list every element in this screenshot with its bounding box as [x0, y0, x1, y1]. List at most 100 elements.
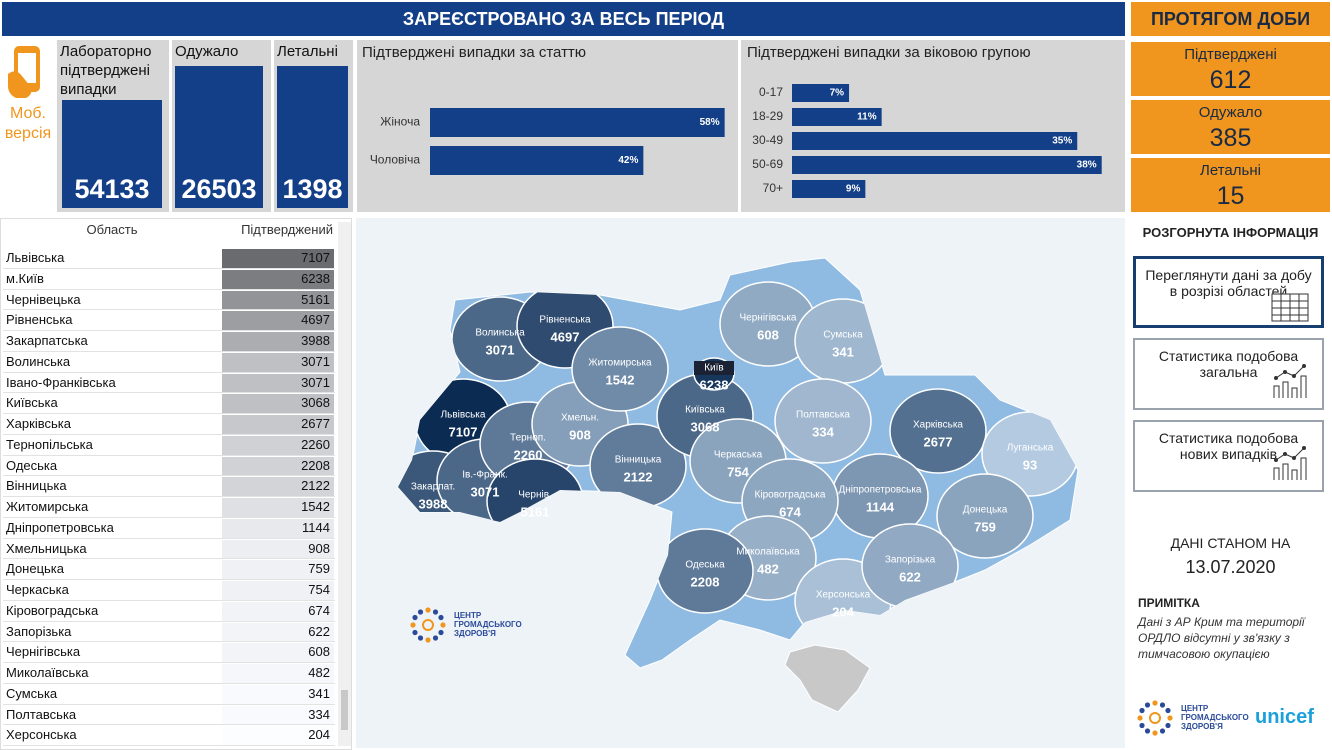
table-row: [3, 705, 335, 726]
region-value: 7107: [449, 424, 478, 439]
region-name: Київська: [685, 405, 725, 416]
category-label: 50-69: [752, 157, 783, 171]
table-row: [3, 310, 335, 331]
link-button[interactable]: Статистика подобова загальна: [1133, 338, 1324, 410]
cell-shade: [222, 664, 334, 683]
table-row: [3, 331, 335, 352]
region-cell: Чернігівська: [6, 644, 81, 660]
table-row: [3, 435, 335, 456]
bar: [430, 146, 644, 175]
region-name: Донецька: [963, 505, 1008, 516]
logo-dot: [417, 635, 424, 641]
region-cell: Одеська: [6, 457, 58, 473]
value-cell: 3071: [301, 353, 330, 369]
link-button[interactable]: Переглянути дані за добу в розрізі облас…: [1133, 256, 1324, 328]
total-label: Летальні: [277, 43, 338, 60]
region-name: Харківська: [913, 420, 963, 431]
cell-shade: [222, 643, 334, 662]
region-name: Миколаївська: [736, 547, 800, 558]
region-name: Херсонська: [816, 590, 871, 601]
region-value: 2260: [514, 447, 543, 462]
value-label: 35%: [1052, 136, 1072, 147]
region-name: Одеська: [685, 560, 725, 571]
logo-text: ЦЕНТР: [454, 611, 482, 620]
value-cell: 204: [308, 727, 330, 743]
table-row: [3, 642, 335, 663]
region-cell: Житомирська: [6, 499, 89, 514]
region-value: 341: [832, 344, 854, 359]
table-row: [3, 684, 335, 705]
region-cell: м.Київ: [6, 270, 44, 286]
region-name: Ів.-Франк.: [462, 470, 508, 481]
region: [774, 378, 872, 464]
region-value: 3068: [691, 419, 720, 434]
region-value: 674: [779, 504, 801, 519]
region-cell: Миколаївська: [6, 665, 89, 680]
region-name: Луганська: [1007, 443, 1054, 454]
region-value: 5161: [521, 504, 550, 519]
table-row: [3, 269, 335, 290]
cell-shade: [222, 435, 334, 455]
crimea: [784, 644, 871, 713]
table-row: [3, 414, 335, 435]
total-box: [175, 66, 263, 208]
total-label: Лабораторно підтверджені випадки: [60, 43, 152, 98]
logo-dot: [1165, 722, 1171, 729]
daily-value: 612: [1209, 66, 1252, 94]
daily-card: [1131, 158, 1330, 212]
logo-dot: [432, 635, 439, 641]
value-cell: 482: [308, 665, 330, 680]
daily-value: 15: [1216, 182, 1245, 210]
region-value: 3071: [471, 484, 500, 499]
region-value: 2677: [924, 434, 953, 449]
region-cell: Дніпропетровська: [6, 519, 114, 535]
category-label: 18-29: [752, 109, 783, 123]
cell-shade: [222, 311, 334, 330]
table-row: [3, 559, 335, 580]
cell-shade: [222, 498, 334, 517]
value-label: 9%: [846, 184, 861, 195]
chart-icon: [1273, 364, 1307, 398]
cell-shade: [222, 622, 334, 642]
logo-dot: [412, 614, 418, 621]
as-of-date: 13.07.2020: [1185, 557, 1276, 577]
logo-core: [422, 619, 434, 631]
region-name: Волинська: [475, 328, 525, 339]
cell-shade: [222, 477, 334, 496]
total-value: 54133: [74, 174, 150, 204]
cell-shade: [222, 705, 334, 725]
logo-text: ЗДОРОВ'Я: [454, 629, 496, 638]
chart-title: Підтверджені випадки за статтю: [362, 44, 586, 61]
logo-dot: [410, 622, 416, 628]
region: [889, 388, 987, 474]
region-name: Кіровоградська: [755, 490, 826, 501]
bar: [792, 132, 1078, 150]
region-value: 93: [1023, 457, 1037, 472]
region-name: Закарпат.: [411, 482, 455, 493]
mobile-link[interactable]: Моб. версія: [4, 105, 52, 142]
table-row: [3, 393, 335, 414]
value-cell: 759: [308, 561, 330, 577]
logo-text: ГРОМАДСЬКОГО: [454, 620, 522, 629]
note-text: Дані з АР Крим та території ОРДЛО відсут…: [1138, 615, 1305, 661]
cell-shade: [222, 601, 334, 621]
logo-dot: [412, 629, 418, 636]
value-label: 38%: [1077, 160, 1097, 171]
region-cell: Івано-Франківська: [6, 374, 116, 390]
cell-shade: [222, 394, 334, 413]
label-box: [694, 361, 734, 375]
region-cell: Херсонська: [6, 727, 77, 743]
value-cell: 334: [308, 706, 330, 722]
region-name: Київ: [704, 363, 724, 374]
logo-dot: [432, 609, 439, 615]
cell-shade: [222, 332, 334, 351]
logo-dot: [440, 622, 446, 628]
region-value: 482: [757, 561, 779, 576]
scrollbar: [338, 222, 351, 746]
logo-dot: [1139, 722, 1145, 729]
value-label: 7%: [830, 88, 845, 99]
region: [656, 528, 754, 614]
value-cell: 6238: [301, 270, 330, 286]
region-name: Черкаська: [714, 450, 763, 461]
region-cell: Львівська: [6, 250, 65, 265]
